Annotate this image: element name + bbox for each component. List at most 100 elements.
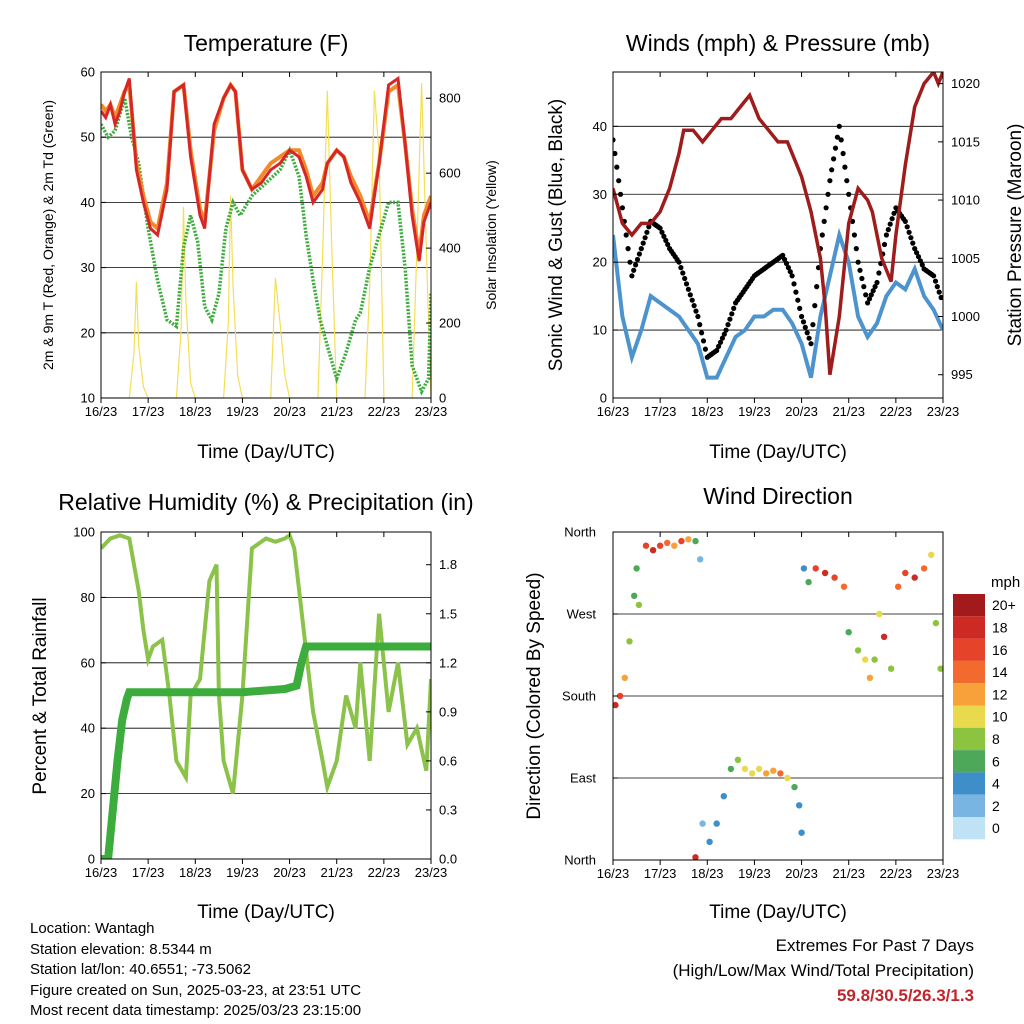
- gust-point: [866, 296, 873, 302]
- legend-label: 8: [992, 731, 1000, 747]
- y-right-tick-label: 995: [951, 367, 973, 382]
- gust-point: [831, 156, 837, 162]
- humidity-plot-area: [101, 532, 431, 859]
- gust-point: [795, 297, 801, 303]
- direction-point: [831, 574, 838, 581]
- gust-point: [640, 240, 646, 246]
- x-tick-label: 19/23: [226, 865, 259, 880]
- y-right-tick-label: 0.9: [439, 704, 457, 719]
- direction-point: [685, 536, 692, 543]
- direction-point: [876, 610, 883, 618]
- direction-plot-area: [613, 536, 943, 860]
- x-tick-label: 21/23: [832, 404, 865, 419]
- station-location: Location: Wantagh: [30, 920, 155, 937]
- gust-point: [614, 164, 620, 170]
- legend-label: 14: [992, 664, 1008, 680]
- x-tick-label: 20/23: [273, 404, 306, 419]
- temp-2m-line: [101, 75, 431, 262]
- gust-point: [904, 224, 910, 230]
- y-tick-label: 0: [600, 391, 607, 406]
- direction-point: [800, 565, 808, 572]
- gust-point: [889, 216, 895, 222]
- legend-swatch: [953, 594, 985, 617]
- temperature-xlabel: Time (Day/UTC): [197, 442, 335, 463]
- gust-point: [731, 305, 737, 311]
- gust-point: [885, 227, 891, 233]
- y-right-tick-label: 800: [439, 91, 461, 106]
- legend-swatch: [953, 705, 985, 728]
- gust-point: [874, 279, 880, 286]
- gust-point: [785, 265, 792, 271]
- winds-frame: [612, 71, 944, 399]
- y-right-tick-label: 0.0: [439, 852, 457, 867]
- gust-point: [789, 273, 795, 279]
- gust-point: [876, 270, 882, 276]
- gust-point: [915, 254, 922, 260]
- pressure-line: [613, 72, 943, 375]
- gust-point: [804, 330, 810, 336]
- winds-ylabel-right: Station Pressure (Maroon): [1005, 124, 1024, 347]
- gust-point: [676, 259, 682, 265]
- temperature-title: Temperature (F): [184, 30, 349, 56]
- x-tick-label: 16/23: [597, 866, 630, 881]
- y-right-tick-label: 1015: [951, 134, 980, 149]
- gust-point: [891, 210, 897, 216]
- direction-point: [613, 701, 619, 709]
- direction-point: [845, 629, 852, 636]
- x-tick-label: 22/23: [880, 404, 913, 419]
- gust-point: [629, 273, 635, 279]
- gust-point: [631, 267, 637, 273]
- gust-point: [857, 267, 863, 273]
- direction-point: [755, 765, 763, 773]
- direction-points: [613, 536, 943, 860]
- direction-point: [784, 774, 791, 782]
- direction-point: [821, 569, 829, 577]
- gust-point: [699, 330, 705, 336]
- gust-point: [825, 191, 831, 197]
- gust-point: [827, 178, 833, 184]
- gust-point: [814, 284, 820, 290]
- gust-point: [613, 137, 616, 143]
- y-tick-label: 50: [81, 130, 95, 145]
- legend-swatch: [953, 683, 985, 706]
- direction-point: [902, 569, 909, 577]
- y-right-tick-label: 0.6: [439, 753, 457, 768]
- y-right-tick-label: 0: [439, 391, 446, 406]
- gust-point: [936, 289, 942, 295]
- solar-insolation-line: [101, 83, 431, 398]
- humidity-axes: 0 20 40 60 80 100 0.0 0.3 0.6 0.9 1.2 1.5 1.8 16/23 17…: [73, 525, 457, 881]
- gust-point: [868, 292, 874, 298]
- direction-point: [697, 556, 704, 563]
- recent-timestamp: Most recent data timestamp: 2025/03/23 2…: [30, 1002, 362, 1019]
- direction-point: [741, 765, 749, 773]
- direction-point: [777, 770, 784, 777]
- direction-point: [616, 692, 624, 700]
- x-tick-label: 22/23: [880, 866, 913, 881]
- gust-point: [855, 259, 861, 265]
- direction-point: [866, 674, 874, 681]
- gust-point: [810, 322, 816, 328]
- direction-point: [678, 537, 685, 545]
- gust-point: [661, 233, 667, 239]
- direction-point: [895, 583, 902, 590]
- gust-point: [861, 284, 867, 290]
- winds-plot-area: [613, 72, 943, 380]
- gust-point: [697, 322, 703, 328]
- y-tick-label: 100: [73, 525, 95, 540]
- direction-point: [887, 665, 895, 672]
- gust-point: [914, 250, 920, 256]
- legend-label: 10: [992, 709, 1008, 725]
- y-tick-label: 40: [81, 195, 95, 210]
- gust-point: [687, 292, 693, 298]
- y-tick-label: 60: [81, 65, 95, 80]
- y-right-tick-label: 1020: [951, 76, 980, 91]
- x-tick-label: 17/23: [644, 866, 677, 881]
- gust-point: [623, 232, 629, 238]
- direction-tick-label: East: [570, 771, 596, 786]
- gust-point: [812, 303, 818, 309]
- x-tick-label: 18/23: [179, 404, 212, 419]
- gust-point: [725, 322, 731, 328]
- legend-swatch: [953, 616, 985, 639]
- legend-label: 16: [992, 642, 1008, 658]
- gust-point: [840, 150, 846, 157]
